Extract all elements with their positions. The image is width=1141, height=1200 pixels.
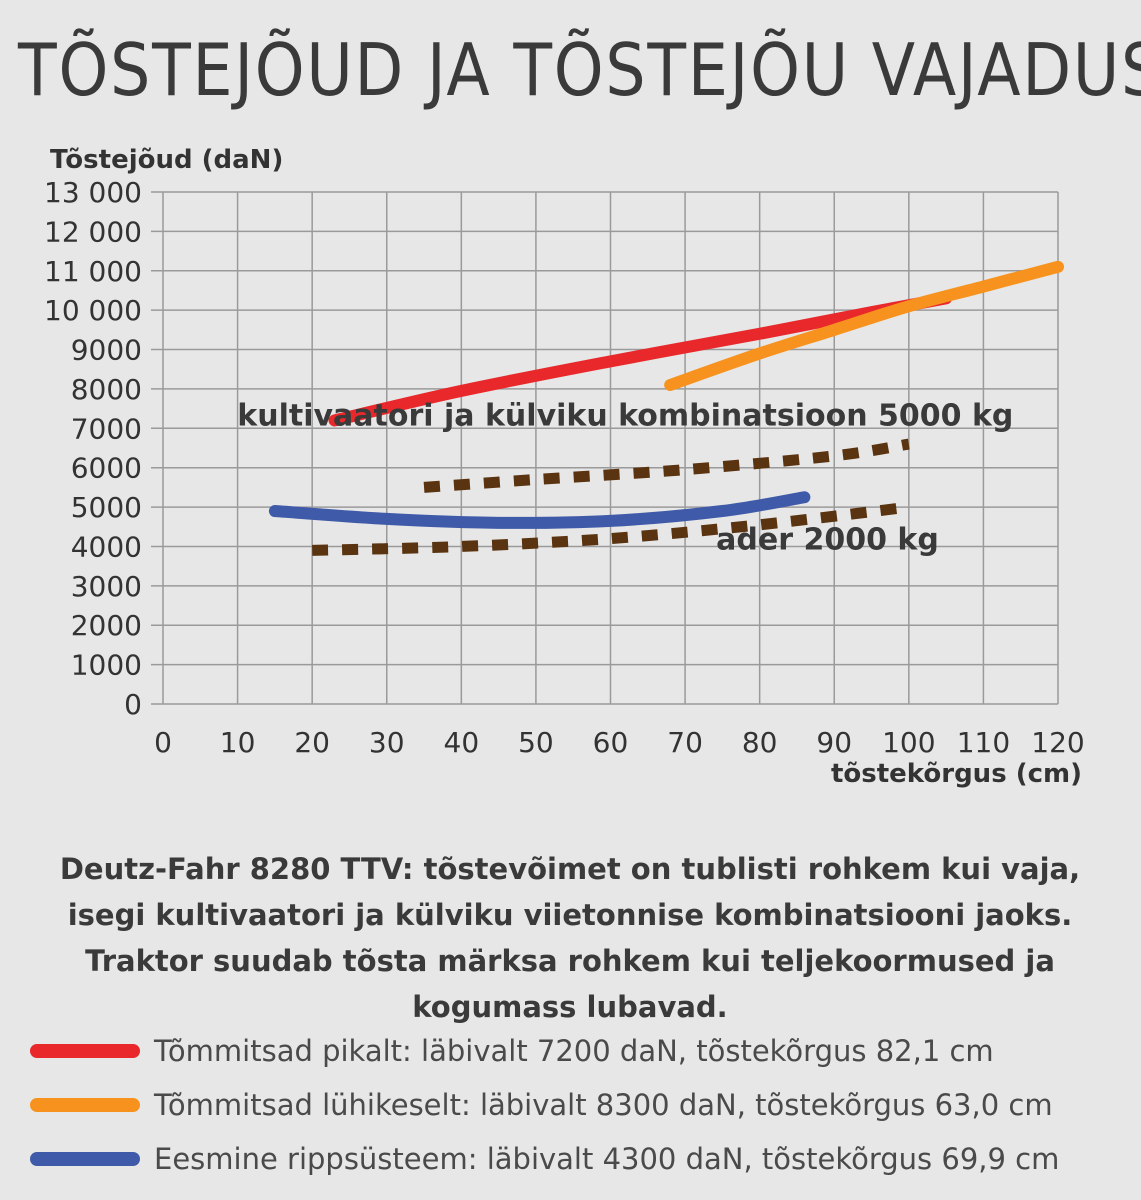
y-tick-label: 6000 [71,452,142,485]
legend-label: Tõmmitsad lühikeselt: läbivalt 8300 daN,… [154,1088,1053,1122]
legend-label: Eesmine rippsüsteem: läbivalt 4300 daN, … [154,1142,1060,1176]
x-tick-label: 30 [369,726,405,759]
y-tick-label: 11 000 [44,255,142,288]
y-tick-label: 4000 [71,530,142,563]
chart-grid [151,191,1059,705]
series-line-4 [312,501,910,556]
series-line-1 [664,260,1064,391]
x-tick-label: 120 [1031,726,1084,759]
legend-item-long-links: Tõmmitsad pikalt: läbivalt 7200 daN, tõs… [30,1024,1130,1078]
x-tick-label: 80 [742,726,778,759]
y-tick-label: 8000 [71,373,142,406]
y-tick-label: 5000 [71,491,142,524]
legend-item-short-links: Tõmmitsad lühikeselt: läbivalt 8300 daN,… [30,1078,1130,1132]
x-tick-label: 70 [667,726,703,759]
legend-item-front-hitch: Eesmine rippsüsteem: läbivalt 4300 daN, … [30,1132,1130,1186]
legend-swatch-red [30,1044,140,1058]
x-tick-label: 40 [444,726,480,759]
y-tick-label: 7000 [71,412,142,445]
annotation-label-1: ader 2000 kg [716,522,939,557]
y-tick-label: 12 000 [44,215,142,248]
chart-axes: 0 10 20 30 40 50 60 70 80 90 100 110 120 0 1000 2000 300… [44,145,1085,789]
x-tick-label: 90 [816,726,852,759]
page-title: TÕSTEJÕUD JA TÕSTEJÕU VAJADUS [18,28,1141,112]
x-tick-label: 60 [593,726,629,759]
y-axis-title: Tõstejõud (daN) [50,145,283,175]
x-tick-label: 0 [154,726,172,759]
x-tick-label: 20 [294,726,330,759]
series-line-3 [423,438,910,493]
y-tick-label: 10 000 [44,294,142,327]
x-axis-title: tõstekõrgus (cm) [831,759,1082,789]
series-line-2 [268,491,811,529]
legend: Tõmmitsad pikalt: läbivalt 7200 daN, tõs… [30,1024,1130,1186]
chart-caption: Deutz-Fahr 8280 TTV: tõstevõimet on tubl… [59,852,1081,1024]
y-tick-label: 1000 [71,649,142,682]
legend-label: Tõmmitsad pikalt: läbivalt 7200 daN, tõs… [154,1034,994,1068]
y-tick-label: 13 000 [44,176,142,209]
x-tick-label: 100 [882,726,935,759]
y-tick-label: 3000 [71,570,142,603]
annotation-label-0: kultivaatori ja külviku kombinatsioon 50… [237,398,1013,433]
x-tick-label: 110 [957,726,1010,759]
chart-labels: kultivaatori ja külviku kombinatsioon 50… [237,398,1013,557]
legend-swatch-orange [30,1098,140,1112]
x-tick-label: 50 [518,726,554,759]
lift-force-chart: 0 10 20 30 40 50 60 70 80 90 100 110 120 0 1000 2000 300… [44,145,1085,789]
y-tick-label: 0 [124,688,142,721]
legend-swatch-blue [30,1152,140,1166]
x-tick-label: 10 [220,726,256,759]
y-tick-label: 9000 [71,334,142,367]
chart-series [268,260,1064,556]
y-tick-label: 2000 [71,609,142,642]
